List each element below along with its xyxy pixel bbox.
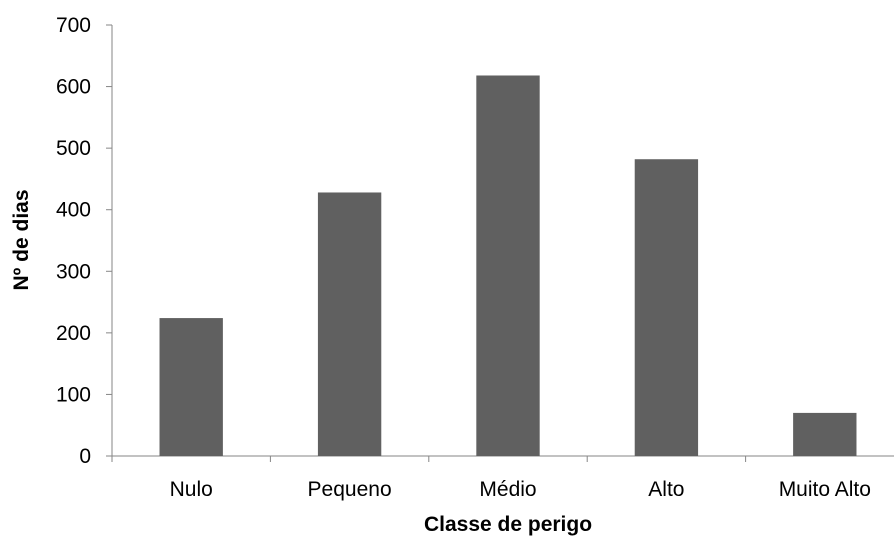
y-tick-label: 200 [56,322,91,345]
x-tick-label: Médio [479,478,536,501]
y-axis-title: Nº de dias [10,189,33,290]
bar-m-dio [476,75,540,456]
y-axis-ticks: 0 100 200 300 400 500 600 700 [56,14,112,468]
y-tick-label: 300 [56,260,91,283]
y-axis: 0 100 200 300 400 500 600 700 [56,14,113,468]
bar-nulo [159,318,223,456]
y-tick-label: 0 [79,445,91,468]
y-tick-label: 600 [56,76,91,99]
y-tick-label: 500 [56,137,91,160]
x-tick-label: Alto [648,478,684,501]
y-tick-label: 400 [56,199,91,222]
bar-alto [634,159,699,456]
x-tick-label: Muito Alto [779,478,871,501]
x-tick-label: Pequeno [308,478,392,501]
bar-muito-alto [793,412,857,456]
x-axis-ticks [111,456,747,462]
bar-pequeno [317,192,382,456]
y-tick-label: 100 [56,383,91,406]
x-tick-labels: Nulo Pequeno Médio Alto Muito Alto [170,478,871,501]
bars [159,75,857,456]
y-tick-label: 700 [56,14,91,37]
x-tick-label: Nulo [170,478,213,501]
x-axis [111,455,894,462]
x-axis-title: Classe de perigo [424,513,592,536]
